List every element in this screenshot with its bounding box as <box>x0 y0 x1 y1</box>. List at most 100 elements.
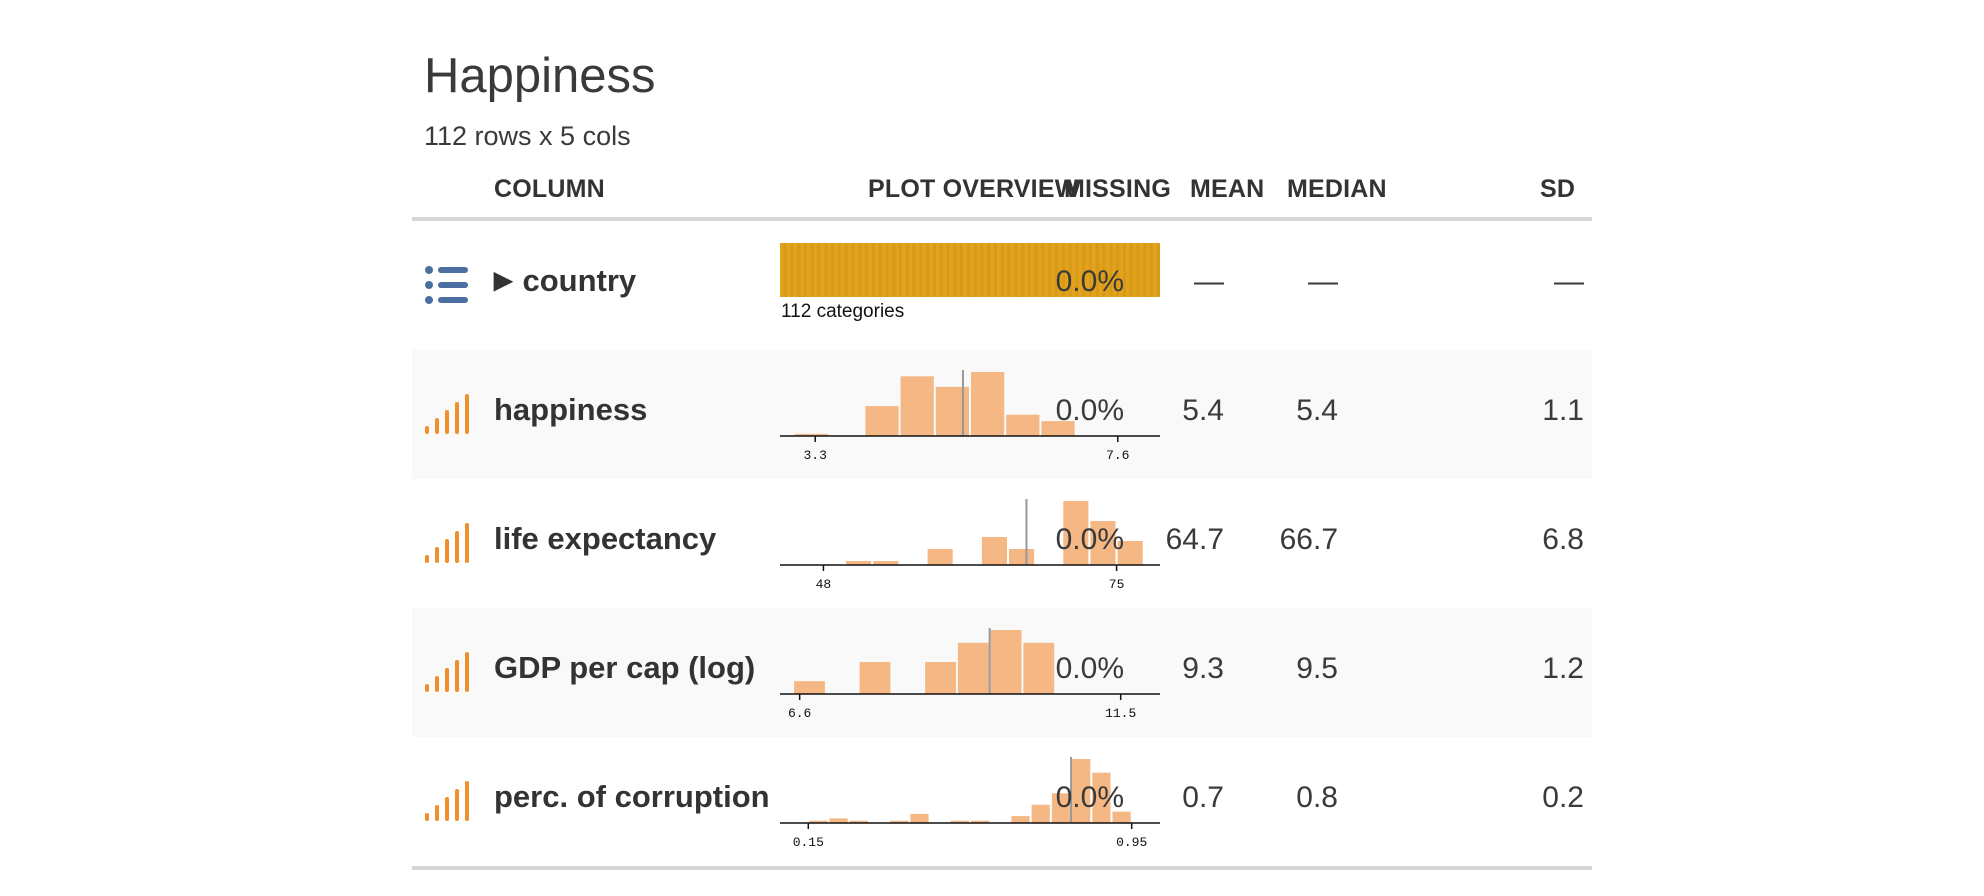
sd-value: 1.2 <box>1542 652 1584 685</box>
category-stripe <box>898 243 903 297</box>
category-stripe <box>959 243 964 297</box>
header-plot-overview: PLOT OVERVIEW <box>868 175 1079 203</box>
median-value: 5.4 <box>1296 394 1338 427</box>
category-stripe <box>1054 243 1059 297</box>
category-stripe <box>1071 243 1076 297</box>
category-stripe <box>986 243 991 297</box>
histogram-bar <box>927 549 953 565</box>
category-stripe <box>997 243 1001 297</box>
histogram: 0.15 0.95 <box>780 757 1160 850</box>
numeric-bars-icon <box>425 394 469 434</box>
sd-value: 6.8 <box>1542 523 1584 556</box>
median-value: 0.8 <box>1296 781 1338 814</box>
category-stripe <box>1098 243 1103 297</box>
category-stripe <box>1007 243 1011 297</box>
category-stripe <box>1153 243 1157 297</box>
category-stripe <box>1126 243 1130 297</box>
category-stripe <box>905 243 910 297</box>
histogram-bar <box>890 820 909 823</box>
histogram-bar <box>849 820 868 823</box>
category-stripe <box>824 243 828 297</box>
histogram-bar <box>1092 772 1111 823</box>
category-stripe <box>864 243 869 297</box>
table-row: GDP per cap (log) 6.6 11.5 0.0% 9.3 9.5 1… <box>412 608 1592 737</box>
column-name[interactable]: life expectancy <box>494 521 717 556</box>
histogram-bar <box>971 372 1005 436</box>
table-bottom-rule <box>412 866 1592 870</box>
category-stripe <box>878 243 882 297</box>
column-name[interactable]: happiness <box>494 392 648 427</box>
histogram-bar <box>859 662 891 694</box>
category-stripe <box>1139 243 1144 297</box>
category-stripe <box>1024 243 1028 297</box>
x-tick-label: 7.6 <box>1106 448 1129 463</box>
category-stripe <box>1010 243 1015 297</box>
category-stripe <box>895 243 899 297</box>
histogram: 48 75 <box>780 499 1160 592</box>
category-stripe <box>953 243 957 297</box>
category-stripe <box>844 243 849 297</box>
missing-value: 0.0% <box>1055 781 1124 814</box>
category-stripe <box>1051 243 1056 297</box>
numeric-bars-icon <box>425 652 469 692</box>
category-stripe <box>888 243 893 297</box>
histogram: 3.3 7.6 <box>780 370 1160 463</box>
median-value: 9.5 <box>1296 652 1338 685</box>
category-stripe <box>963 243 967 297</box>
column-name[interactable]: GDP per cap (log) <box>494 650 756 685</box>
missing-value: 0.0% <box>1055 652 1124 685</box>
category-stripe <box>1149 243 1154 297</box>
category-stripe <box>902 243 906 297</box>
category-stripe <box>922 243 927 297</box>
category-stripe <box>925 243 930 297</box>
mean-value: 64.7 <box>1165 523 1224 556</box>
category-stripe <box>908 243 913 297</box>
table-row: life expectancy 48 75 0.0% 64.7 66.7 6.8 <box>412 479 1592 608</box>
category-stripe <box>1112 243 1117 297</box>
category-bar-plot: 112 categories <box>780 243 1160 322</box>
histogram-bar <box>1112 811 1131 823</box>
category-stripe <box>1034 243 1039 297</box>
x-tick-label: 6.6 <box>788 706 811 721</box>
category-stripe <box>871 243 876 297</box>
category-stripe <box>783 243 787 297</box>
category-stripe <box>983 243 988 297</box>
numeric-bars-icon <box>425 781 469 821</box>
histogram-bar <box>935 386 969 436</box>
column-name[interactable]: ▶ country <box>494 263 636 299</box>
category-stripe <box>1102 243 1106 297</box>
median-value: — <box>1308 265 1338 298</box>
median-value: 66.7 <box>1279 523 1338 556</box>
histogram-bar <box>925 662 956 694</box>
category-stripe <box>1065 243 1069 297</box>
category-stripe <box>813 243 818 297</box>
categorical-list-icon <box>425 266 468 304</box>
histogram-bar <box>1090 521 1116 565</box>
category-stripe <box>1088 243 1093 297</box>
category-stripe <box>1020 243 1025 297</box>
category-stripe <box>810 243 815 297</box>
category-stripe <box>830 243 835 297</box>
expand-caret-icon[interactable]: ▶ <box>494 267 513 294</box>
mean-value: — <box>1194 265 1224 298</box>
category-stripe <box>875 243 879 297</box>
category-stripe <box>1003 243 1008 297</box>
category-stripe <box>993 243 998 297</box>
sd-value: — <box>1554 265 1584 298</box>
category-stripe <box>827 243 832 297</box>
column-name[interactable]: perc. of corruption <box>494 779 770 814</box>
category-stripe <box>861 243 866 297</box>
table-row: ▶ country 112 categories 0.0% — — — <box>412 221 1592 350</box>
category-stripe <box>780 243 784 297</box>
histogram-bar <box>1006 414 1040 436</box>
category-stripe <box>1136 243 1140 297</box>
category-stripe <box>932 243 937 297</box>
x-tick-label: 0.95 <box>1116 835 1147 850</box>
category-stripe <box>1105 243 1110 297</box>
category-stripe <box>919 243 923 297</box>
header-median: MEDIAN <box>1287 175 1387 203</box>
category-stripe <box>1143 243 1147 297</box>
category-stripe <box>837 243 842 297</box>
header-mean: MEAN <box>1190 175 1265 203</box>
category-stripe <box>1156 243 1160 297</box>
